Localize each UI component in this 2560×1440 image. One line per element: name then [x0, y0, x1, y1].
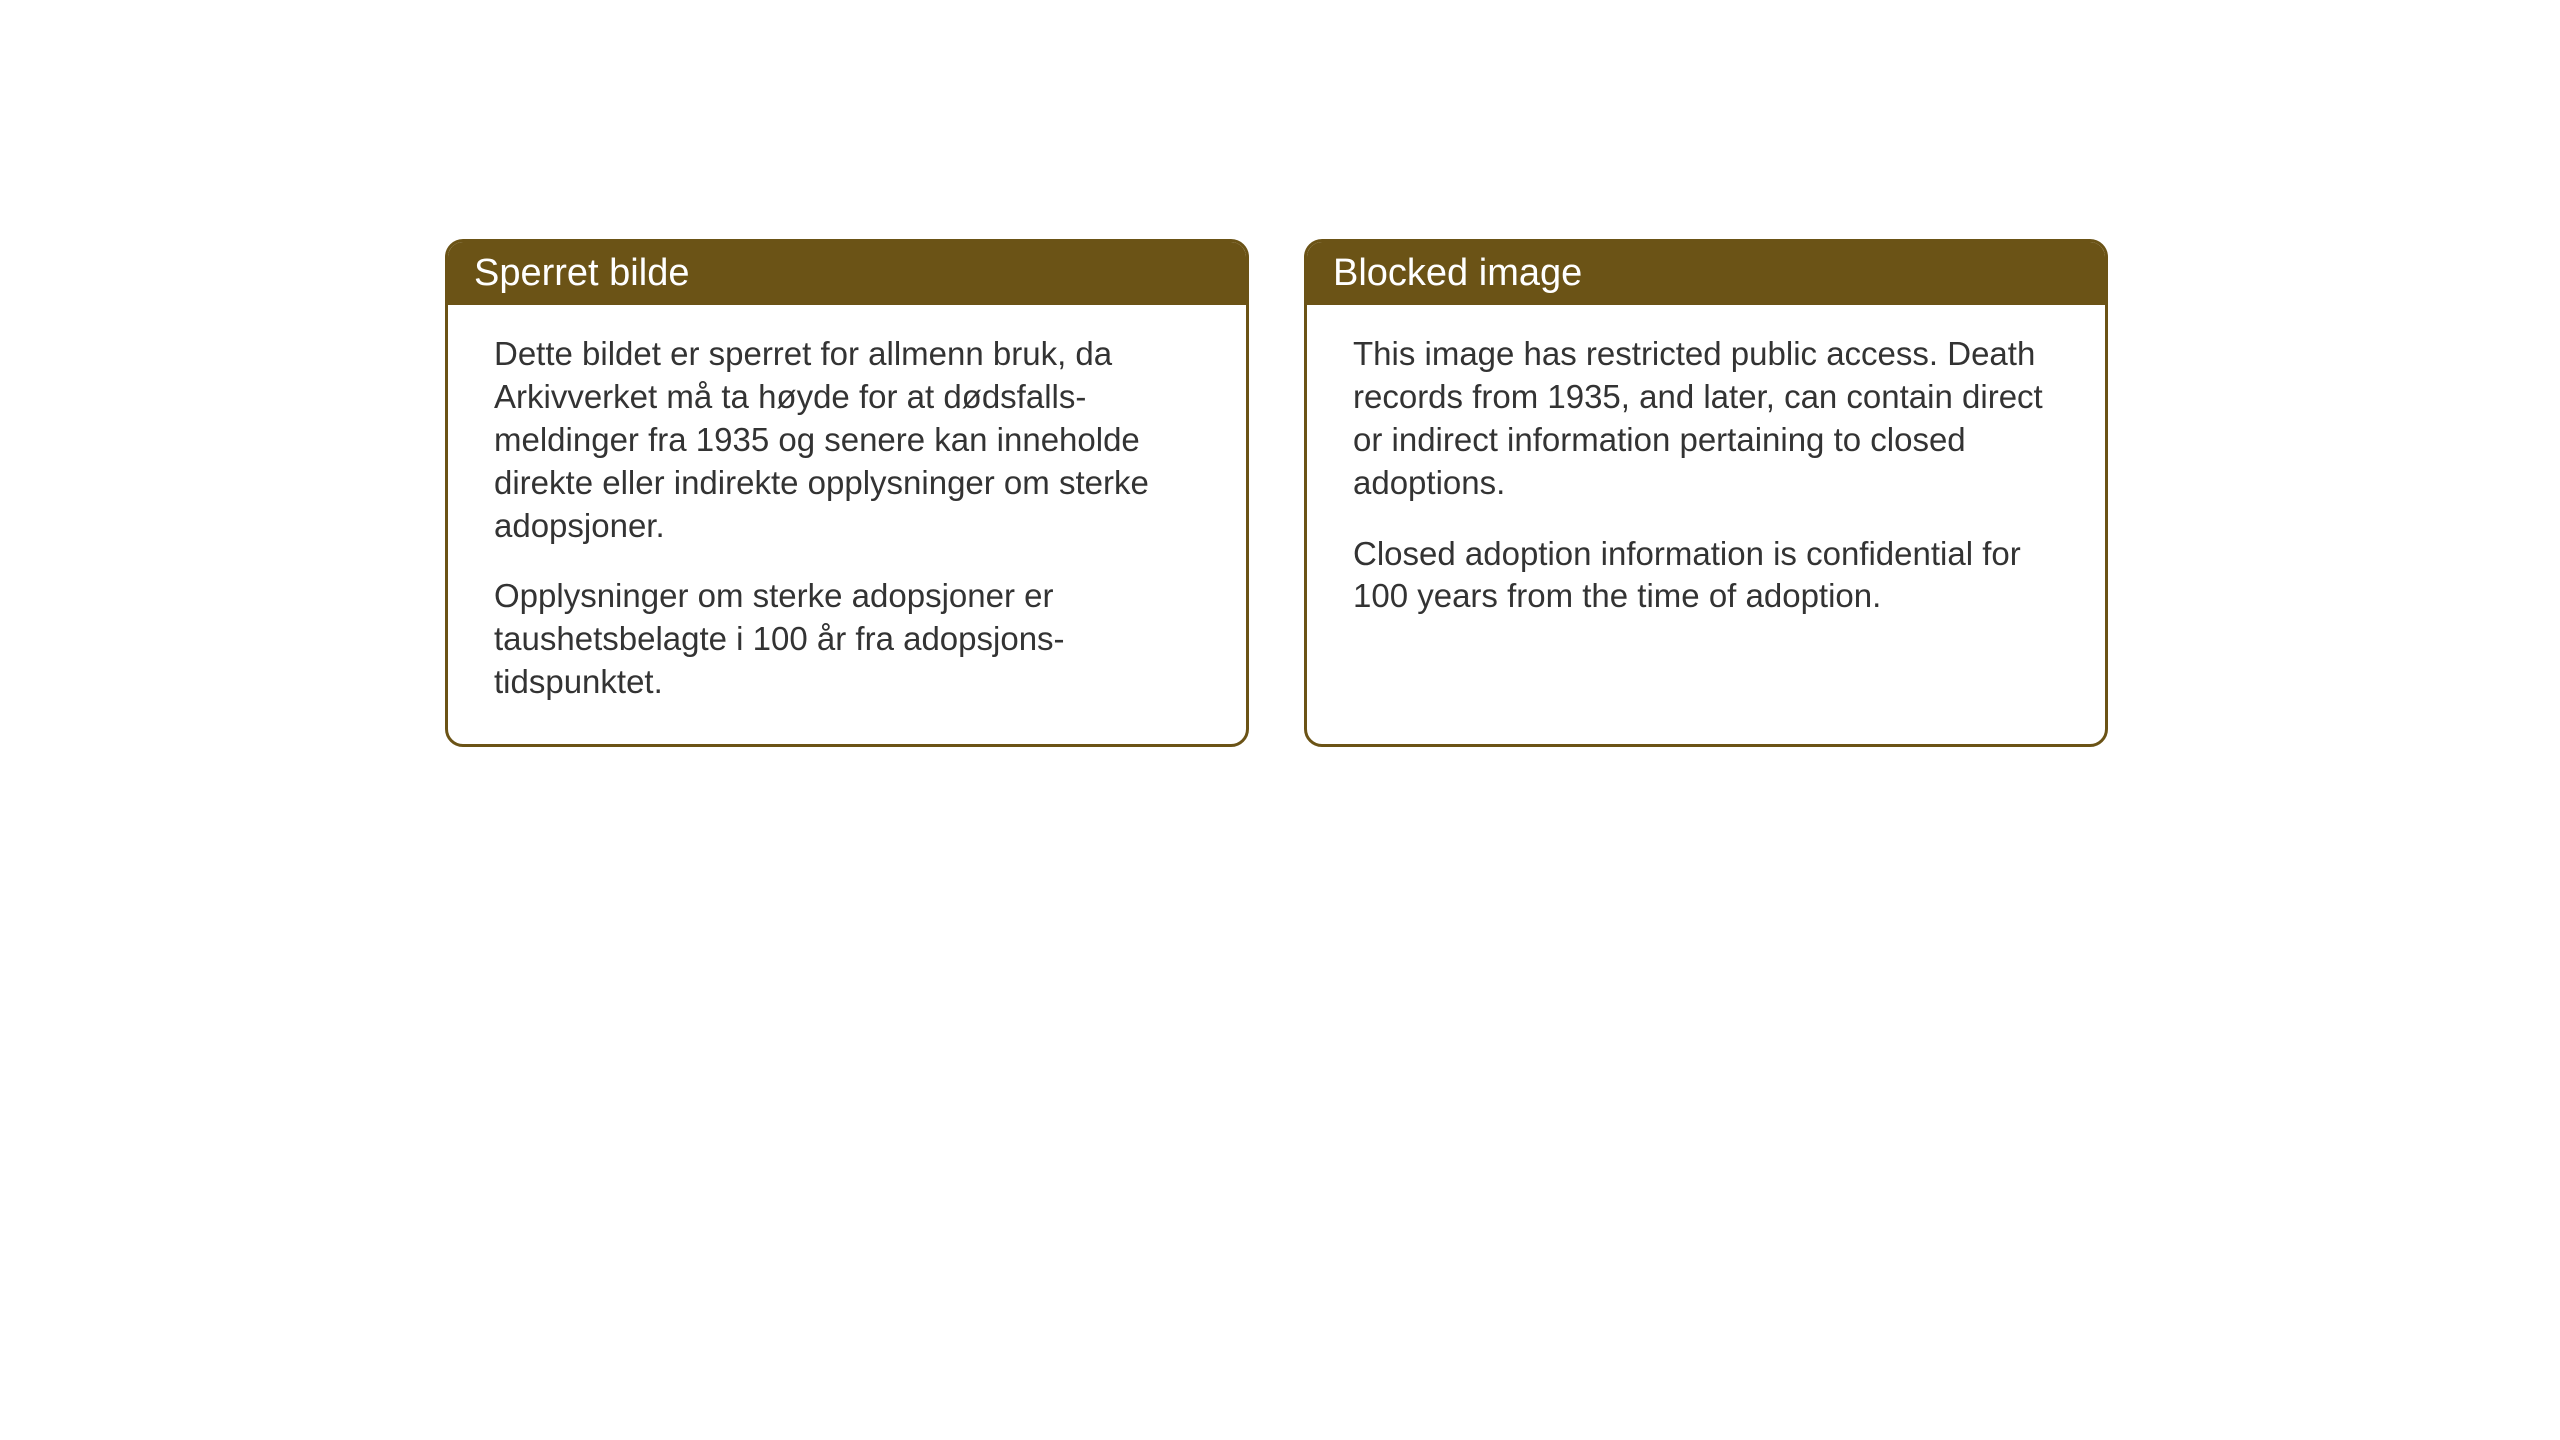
- card-header-english: Blocked image: [1307, 242, 2105, 305]
- card-english: Blocked image This image has restricted …: [1304, 239, 2108, 747]
- card-paragraph: Opplysninger om sterke adopsjoner er tau…: [494, 575, 1200, 704]
- card-paragraph: Closed adoption information is confident…: [1353, 533, 2059, 619]
- card-body-english: This image has restricted public access.…: [1307, 305, 2105, 658]
- cards-container: Sperret bilde Dette bildet er sperret fo…: [445, 239, 2108, 747]
- card-paragraph: This image has restricted public access.…: [1353, 333, 2059, 505]
- card-header-norwegian: Sperret bilde: [448, 242, 1246, 305]
- card-norwegian: Sperret bilde Dette bildet er sperret fo…: [445, 239, 1249, 747]
- card-paragraph: Dette bildet er sperret for allmenn bruk…: [494, 333, 1200, 547]
- card-body-norwegian: Dette bildet er sperret for allmenn bruk…: [448, 305, 1246, 744]
